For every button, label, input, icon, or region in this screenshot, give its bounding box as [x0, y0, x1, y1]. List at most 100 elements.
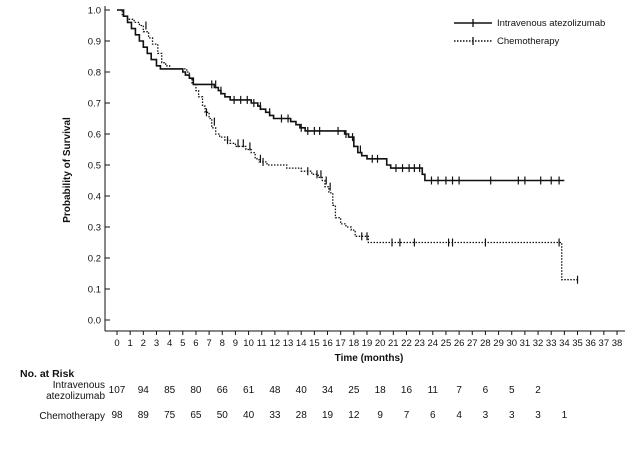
risk-count-cell: 65 [190, 410, 202, 421]
y-tick-label: 0.4 [88, 192, 101, 203]
risk-count-cell: 33 [269, 410, 281, 421]
risk-count-cell: 4 [456, 410, 462, 421]
x-axis-title: Time (months) [335, 353, 404, 364]
y-tick-label: 0.0 [88, 316, 101, 327]
x-tick-label: 38 [612, 338, 623, 349]
x-tick-label: 30 [506, 338, 517, 349]
risk-row-label-line1: Intravenous [52, 380, 105, 391]
risk-count-cell: 89 [137, 410, 149, 421]
x-tick-label: 8 [220, 338, 225, 349]
x-tick-label: 37 [599, 338, 610, 349]
risk-count-cell: 66 [216, 385, 228, 396]
risk-row-label-chemotherapy: Chemotherapy [0, 411, 105, 422]
x-tick-label: 13 [283, 338, 294, 349]
series-line-atezolizumab [117, 9, 565, 182]
x-tick-label: 21 [388, 338, 399, 349]
x-tick-label: 15 [309, 338, 320, 349]
risk-count-cell: 7 [403, 410, 410, 421]
risk-count-cell: 75 [164, 410, 176, 421]
risk-count-cell: 107 [108, 385, 126, 396]
x-tick-label: 22 [401, 338, 412, 349]
risk-count-cell: 6 [430, 410, 436, 421]
risk-count-cell: 5 [508, 385, 515, 396]
x-tick-label: 12 [270, 338, 281, 349]
x-tick-label: 25 [441, 338, 452, 349]
x-tick-label: 7 [206, 338, 211, 349]
risk-row-label-line1: Chemotherapy [39, 411, 105, 422]
risk-count-cell: 98 [111, 410, 123, 421]
axes: 0.00.10.20.30.40.50.60.70.80.91.00 1 2 3 4 5 6… [88, 6, 625, 349]
x-tick-label: 5 [180, 338, 185, 349]
x-tick-label: 23 [414, 338, 425, 349]
legend-label-chemotherapy: Chemotherapy [497, 36, 560, 47]
x-tick-label: 0 [114, 338, 119, 349]
legend: Intravenous atezolizumab Chemotherapy [454, 18, 605, 47]
y-tick-label: 0.9 [88, 37, 101, 48]
series-line-chemotherapy [117, 9, 578, 281]
x-tick-label: 26 [454, 338, 465, 349]
plot-area [117, 9, 579, 284]
x-tick-label: 14 [296, 338, 307, 349]
x-tick-label: 34 [559, 338, 570, 349]
risk-count-cell: 16 [400, 385, 413, 396]
risk-count-cell: 40 [295, 385, 307, 396]
risk-table-title: No. at Risk [20, 368, 75, 380]
x-tick-label: 35 [572, 338, 583, 349]
x-tick-label: 27 [467, 338, 478, 349]
risk-count-cell: 61 [243, 385, 255, 396]
x-tick-label: 2 [141, 338, 146, 349]
x-tick-label: 20 [375, 338, 386, 349]
risk-count-cell: 48 [269, 385, 281, 396]
x-tick-label: 16 [322, 338, 333, 349]
y-tick-label: 0.6 [88, 130, 101, 141]
risk-count-cell: 3 [482, 410, 489, 421]
risk-count-cell: 34 [321, 385, 334, 396]
risk-count-cell: 1 [561, 410, 568, 421]
risk-count-cell: 80 [190, 385, 202, 396]
y-tick-label: 0.2 [88, 254, 101, 265]
risk-count-cell: 19 [321, 410, 334, 421]
x-tick-label: 29 [493, 338, 504, 349]
x-tick-label: 10 [243, 338, 254, 349]
x-tick-label: 32 [533, 338, 544, 349]
risk-count-cell: 3 [535, 410, 541, 421]
risk-count-cell: 7 [456, 385, 462, 396]
x-tick-label: 18 [349, 338, 360, 349]
risk-count-cell: 6 [482, 385, 489, 396]
risk-count-cell: 9 [377, 410, 383, 421]
risk-count-cell: 25 [348, 385, 360, 396]
y-axis-title: Probability of Survival [62, 117, 73, 223]
risk-row-label-line2: atezolizumab [46, 391, 105, 402]
x-tick-label: 33 [546, 338, 557, 349]
risk-count-cell: 11 [427, 385, 438, 396]
risk-count-cell: 12 [348, 410, 360, 421]
x-tick-label: 31 [520, 338, 531, 349]
x-tick-label: 36 [585, 338, 596, 349]
x-tick-label: 28 [480, 338, 491, 349]
x-tick-label: 11 [257, 338, 267, 349]
risk-count-cell: 50 [216, 410, 228, 421]
x-tick-label: 1 [128, 338, 133, 349]
y-tick-label: 0.3 [88, 223, 101, 234]
risk-row-label-atezolizumab: Intravenous atezolizumab [0, 380, 105, 402]
x-tick-label: 6 [193, 338, 198, 349]
risk-count-cell: 3 [508, 410, 515, 421]
x-tick-label: 9 [233, 338, 238, 349]
x-tick-label: 4 [167, 338, 172, 349]
y-tick-label: 0.8 [88, 68, 101, 79]
y-tick-label: 0.7 [88, 99, 101, 110]
legend-label-atezolizumab: Intravenous atezolizumab [497, 18, 605, 29]
risk-count-cell: 94 [137, 385, 149, 396]
risk-count-cell: 85 [164, 385, 176, 396]
y-tick-label: 0.5 [88, 161, 101, 172]
x-tick-label: 3 [154, 338, 159, 349]
risk-count-cell: 28 [295, 410, 307, 421]
x-tick-label: 24 [428, 338, 439, 349]
x-tick-label: 17 [335, 338, 346, 349]
risk-count-cell: 40 [243, 410, 255, 421]
x-tick-label: 19 [362, 338, 373, 349]
risk-count-cell: 2 [535, 385, 541, 396]
y-tick-label: 0.1 [88, 285, 101, 296]
risk-count-cell: 18 [374, 385, 386, 396]
